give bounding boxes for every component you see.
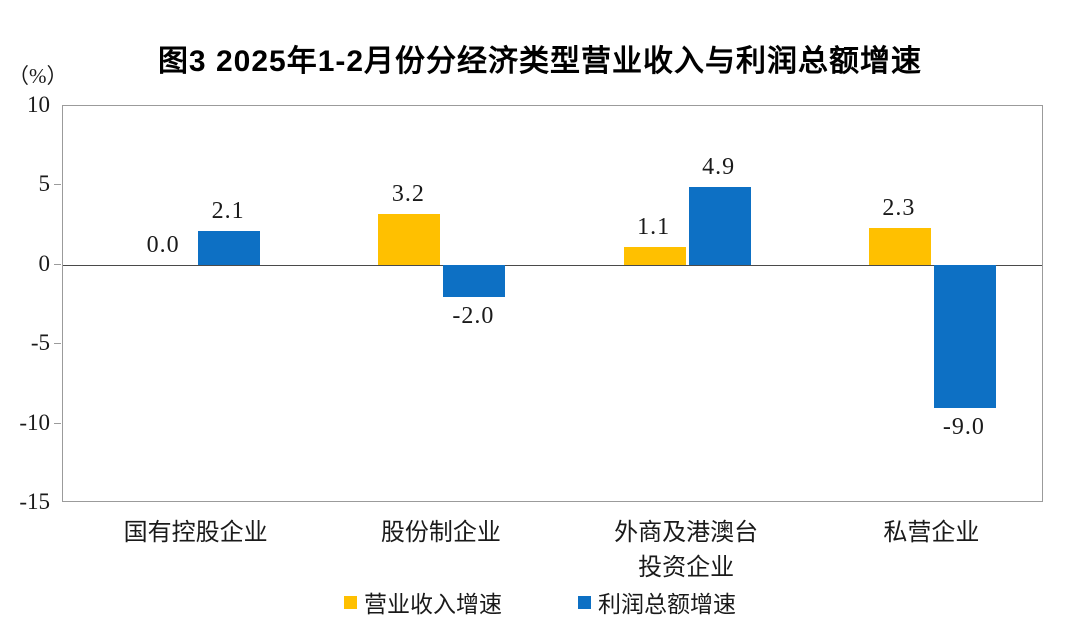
category-label: 国有控股企业	[123, 520, 268, 546]
bar-value-label: 1.1	[637, 214, 671, 241]
y-tick-label: -5	[30, 330, 50, 356]
bar-value-label: -2.0	[452, 302, 495, 329]
chart-title: 图3 2025年1-2月份分经济类型营业收入与利润总额增速	[157, 45, 923, 78]
y-tick-label: 10	[27, 92, 50, 117]
bar-value-label: 2.1	[211, 198, 245, 225]
legend: 营业收入增速 利润总额增速	[0, 585, 1080, 619]
revenue-growth-bar	[378, 213, 441, 265]
category-label: 外商及港澳台 投资企业	[614, 520, 759, 581]
y-tick-mark	[54, 422, 61, 424]
plot-area	[62, 105, 1043, 502]
revenue-growth-bar	[868, 228, 931, 265]
legend-item: 利润总额增速	[578, 585, 736, 619]
y-tick-label: -10	[19, 409, 50, 435]
y-tick-mark	[54, 343, 61, 345]
y-axis-unit-label: （%）	[8, 64, 68, 88]
zero-axis-line	[63, 264, 1042, 266]
y-tick-label: -15	[19, 489, 50, 514]
profit-growth-bar	[443, 264, 506, 297]
bar-value-label: 0.0	[146, 231, 180, 258]
profit-growth-bar	[198, 231, 261, 265]
legend-item: 营业收入增速	[344, 585, 502, 619]
category-label: 私营企业	[883, 520, 980, 546]
profit-growth-legend-swatch	[578, 595, 591, 609]
bar-value-label: 3.2	[391, 180, 425, 207]
y-tick-label: 5	[38, 171, 51, 197]
category-label: 股份制企业	[380, 520, 501, 546]
revenue-growth-legend-swatch	[344, 595, 357, 609]
profit-growth-bar	[933, 264, 996, 408]
y-tick-mark	[54, 184, 61, 186]
y-tick-label: 0	[38, 250, 51, 276]
bar-value-label: -9.0	[942, 413, 985, 440]
bar-value-label: 4.9	[702, 153, 736, 180]
bar-value-label: 2.3	[882, 195, 916, 222]
legend-label: 营业收入增速	[364, 592, 502, 617]
legend-label: 利润总额增速	[598, 592, 736, 617]
y-tick-mark	[54, 263, 61, 265]
revenue-growth-bar	[623, 247, 686, 265]
profit-growth-bar	[688, 186, 751, 265]
